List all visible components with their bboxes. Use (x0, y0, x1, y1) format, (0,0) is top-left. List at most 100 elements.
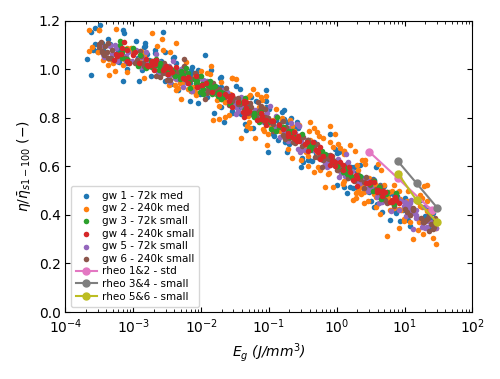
gw 6 - 240k small (335, 166, 343, 172)
rheo 3&4 - small (395, 159, 401, 164)
gw 5 - 72k small (183, 80, 191, 86)
gw 6 - 240k small (424, 216, 432, 222)
gw 5 - 72k small (406, 200, 413, 206)
gw 5 - 72k small (204, 85, 212, 91)
gw 6 - 240k small (144, 63, 152, 69)
gw 1 - 72k med (152, 47, 160, 53)
gw 6 - 240k small (248, 110, 256, 116)
gw 1 - 72k med (115, 59, 123, 65)
gw 3 - 72k small (178, 72, 186, 78)
gw 6 - 240k small (165, 65, 173, 71)
gw 2 - 240k med (94, 49, 102, 55)
gw 3 - 72k small (392, 193, 400, 199)
gw 2 - 240k med (176, 77, 184, 83)
gw 5 - 72k small (153, 58, 161, 64)
rheo 1&2 - std (366, 149, 372, 154)
gw 3 - 72k small (339, 166, 347, 172)
gw 3 - 72k small (155, 67, 163, 73)
gw 2 - 240k med (302, 149, 310, 155)
gw 5 - 72k small (171, 67, 179, 73)
gw 2 - 240k med (123, 45, 131, 52)
gw 3 - 72k small (184, 70, 192, 76)
gw 2 - 240k med (106, 56, 114, 62)
gw 3 - 72k small (260, 117, 268, 124)
gw 1 - 72k med (370, 176, 378, 182)
gw 6 - 240k small (252, 114, 260, 120)
gw 5 - 72k small (234, 99, 242, 105)
gw 5 - 72k small (336, 170, 344, 176)
gw 4 - 240k small (316, 144, 324, 150)
gw 3 - 72k small (276, 123, 284, 129)
gw 1 - 72k med (257, 118, 265, 124)
gw 6 - 240k small (406, 213, 414, 219)
gw 1 - 72k med (292, 124, 300, 130)
gw 2 - 240k med (326, 123, 334, 129)
gw 6 - 240k small (104, 55, 112, 61)
gw 5 - 72k small (160, 63, 168, 69)
gw 2 - 240k med (171, 68, 179, 74)
gw 5 - 72k small (154, 68, 162, 74)
gw 6 - 240k small (344, 174, 352, 180)
gw 4 - 240k small (362, 180, 370, 186)
gw 4 - 240k small (340, 162, 347, 168)
gw 2 - 240k med (94, 27, 102, 33)
gw 4 - 240k small (242, 105, 250, 111)
gw 3 - 72k small (217, 89, 225, 96)
gw 1 - 72k med (106, 56, 114, 62)
gw 1 - 72k med (220, 119, 228, 125)
gw 1 - 72k med (278, 109, 285, 115)
gw 6 - 240k small (200, 96, 208, 102)
gw 4 - 240k small (352, 175, 360, 181)
gw 3 - 72k small (199, 86, 207, 92)
gw 5 - 72k small (367, 184, 375, 190)
gw 3 - 72k small (122, 46, 130, 52)
gw 4 - 240k small (198, 81, 205, 88)
gw 5 - 72k small (424, 224, 432, 230)
gw 3 - 72k small (304, 141, 312, 147)
gw 2 - 240k med (198, 88, 206, 94)
gw 5 - 72k small (100, 51, 108, 57)
gw 3 - 72k small (142, 65, 150, 71)
gw 1 - 72k med (288, 129, 296, 135)
gw 5 - 72k small (212, 89, 220, 96)
gw 2 - 240k med (397, 207, 405, 213)
Legend: gw 1 - 72k med, gw 2 - 240k med, gw 3 - 72k small, gw 4 - 240k small, gw 5 - 72k: gw 1 - 72k med, gw 2 - 240k med, gw 3 - … (70, 186, 200, 307)
gw 5 - 72k small (164, 72, 172, 78)
gw 4 - 240k small (148, 58, 156, 64)
gw 2 - 240k med (166, 49, 174, 55)
gw 3 - 72k small (184, 79, 192, 85)
gw 3 - 72k small (208, 91, 216, 97)
gw 2 - 240k med (252, 91, 260, 97)
gw 2 - 240k med (304, 146, 312, 152)
gw 6 - 240k small (130, 49, 138, 55)
rheo 1&2 - std (428, 208, 434, 212)
gw 1 - 72k med (344, 190, 351, 196)
gw 3 - 72k small (298, 131, 306, 137)
gw 2 - 240k med (315, 151, 323, 157)
gw 6 - 240k small (214, 86, 222, 92)
gw 5 - 72k small (323, 159, 331, 165)
gw 1 - 72k med (205, 80, 213, 86)
gw 5 - 72k small (428, 219, 436, 226)
gw 2 - 240k med (248, 86, 256, 92)
gw 2 - 240k med (386, 189, 394, 195)
gw 3 - 72k small (370, 177, 378, 183)
gw 5 - 72k small (108, 51, 116, 57)
gw 6 - 240k small (298, 143, 306, 149)
gw 5 - 72k small (194, 76, 202, 82)
gw 6 - 240k small (139, 60, 147, 66)
gw 5 - 72k small (137, 64, 145, 70)
gw 1 - 72k med (373, 201, 381, 207)
gw 1 - 72k med (140, 50, 148, 56)
gw 3 - 72k small (285, 128, 293, 135)
gw 2 - 240k med (190, 84, 198, 90)
gw 1 - 72k med (220, 87, 228, 93)
gw 2 - 240k med (215, 103, 223, 110)
gw 1 - 72k med (428, 210, 436, 216)
gw 1 - 72k med (114, 48, 122, 54)
gw 1 - 72k med (280, 116, 287, 122)
gw 1 - 72k med (114, 45, 122, 51)
gw 2 - 240k med (246, 92, 254, 98)
gw 3 - 72k small (339, 169, 347, 175)
gw 6 - 240k small (285, 135, 293, 141)
